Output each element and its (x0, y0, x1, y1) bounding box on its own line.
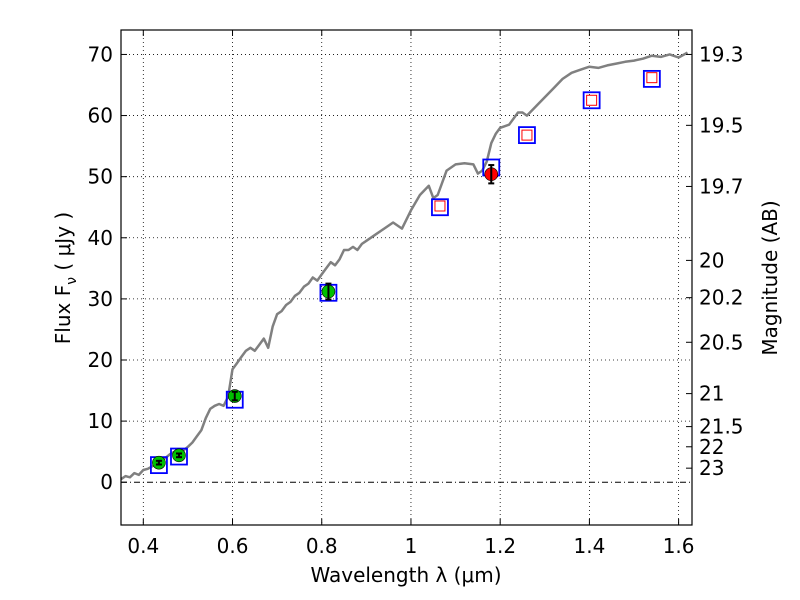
x-tick-label: 0.6 (217, 534, 249, 558)
y-tick-label: 30 (88, 287, 113, 311)
mag-tick-label: 23 (699, 456, 724, 480)
y-axis: 0 10 20 30 40 50 60 70 (88, 42, 127, 494)
x-tick-label: 1 (405, 534, 418, 558)
y-axis-label-unit: ( μJy ) (51, 212, 75, 277)
x-tick-label: 1.6 (663, 534, 695, 558)
model-photometry-marker (518, 126, 536, 145)
upper-limit-marker (646, 72, 658, 84)
y-tick-label: 50 (88, 165, 113, 189)
mag-tick-label: 20 (699, 248, 724, 272)
mag-tick-label: 22 (699, 435, 724, 459)
y-tick-label: 20 (88, 348, 113, 372)
model-photometry-marker (582, 91, 601, 110)
y-tick-label: 60 (88, 104, 113, 128)
y-tick-label: 0 (100, 470, 113, 494)
y-axis-label-main: Flux F (51, 285, 75, 344)
mag-tick-label: 20.2 (699, 286, 744, 310)
mag-tick-label: 21 (699, 382, 724, 406)
model-photometry-marker (642, 69, 661, 88)
x-tick-label: 0.8 (306, 534, 338, 558)
spectrum-layer (120, 51, 689, 481)
upper-limit-marker (434, 200, 446, 212)
x-tick-label: 0.4 (127, 534, 159, 558)
plot-background (121, 30, 692, 525)
y-axis-label: Flux Fν ( μJy ) (51, 212, 80, 344)
right-axis-label: Magnitude (AB) (758, 200, 782, 355)
x-tick-label: 1.4 (573, 534, 605, 558)
marker-layer (150, 69, 661, 475)
x-tick-label: 1.2 (484, 534, 516, 558)
upper-limit-marker (586, 94, 598, 106)
y-tick-label: 70 (88, 42, 113, 66)
plot-frame (120, 29, 693, 526)
upper-limit-marker (521, 129, 533, 141)
mag-tick-label: 20.5 (699, 330, 744, 354)
x-axis-label: Wavelength λ (μm) (310, 563, 501, 587)
mag-tick-label: 19.3 (699, 42, 744, 66)
x-axis: 0.4 0.6 0.8 1 1.2 1.4 1.6 (127, 30, 695, 558)
spectrum-line (120, 51, 689, 481)
mag-tick-label: 19.7 (699, 174, 744, 198)
y-tick-label: 40 (88, 226, 113, 250)
y-tick-label: 10 (88, 409, 113, 433)
y-axis-label-subscript: ν (64, 277, 80, 285)
mag-tick-label: 21.5 (699, 415, 744, 439)
grid (121, 30, 692, 525)
model-photometry-marker (431, 198, 449, 217)
mag-tick-label: 19.5 (699, 113, 744, 137)
